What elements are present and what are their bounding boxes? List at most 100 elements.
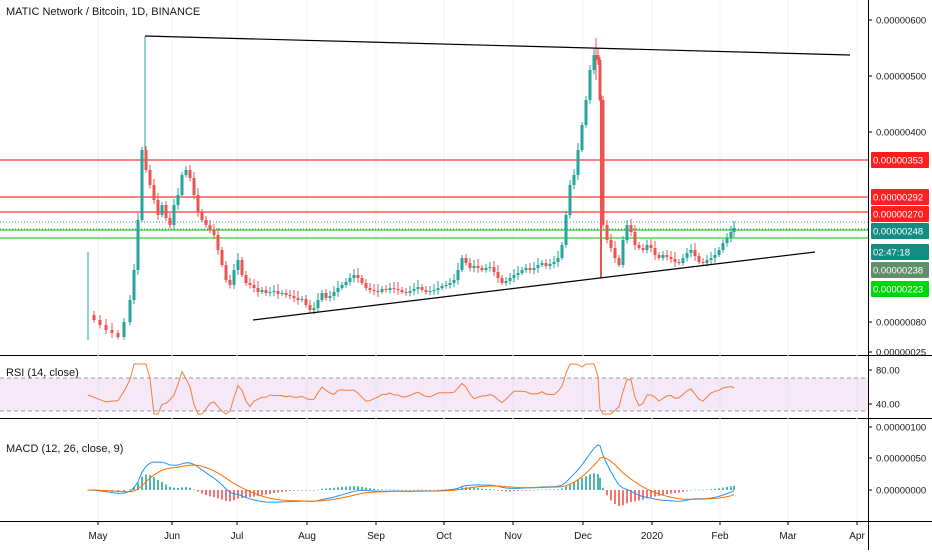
candle-body xyxy=(657,255,661,258)
candle-body xyxy=(392,288,396,289)
macd-histogram-bar xyxy=(333,487,335,490)
macd-histogram-bar xyxy=(357,486,359,490)
macd-histogram-bar xyxy=(361,486,363,490)
macd-histogram-bar xyxy=(189,487,191,490)
candle-body xyxy=(625,225,629,240)
candle-body xyxy=(332,292,336,296)
macd-histogram-bar xyxy=(289,490,291,491)
macd-histogram-bar xyxy=(599,477,601,490)
macd-histogram-bar xyxy=(642,490,644,500)
macd-histogram-bar xyxy=(373,488,375,490)
macd-histogram-bar xyxy=(285,490,287,492)
candle-body xyxy=(260,290,264,292)
macd-histogram-bar xyxy=(425,489,427,491)
macd-histogram-bar xyxy=(473,487,475,490)
macd-histogram-bar xyxy=(541,489,543,491)
candle-body xyxy=(192,178,196,195)
candle-body xyxy=(168,218,172,225)
rsi-tick-label: 80.00 xyxy=(876,366,900,377)
macd-line xyxy=(87,444,735,503)
macd-tick-label: 0.00000050 xyxy=(876,454,926,465)
candle-body xyxy=(232,270,236,285)
macd-histogram-bar xyxy=(177,487,179,490)
candle-body xyxy=(508,278,512,281)
macd-histogram-bar xyxy=(585,476,587,490)
candle-body xyxy=(98,320,102,325)
macd-histogram-bar xyxy=(730,486,732,490)
macd-histogram-bar xyxy=(249,490,251,498)
macd-indicator-label[interactable]: MACD (12, 26, close, 9) xyxy=(6,443,124,455)
macd-histogram-bar xyxy=(169,486,171,490)
price-tag: 0.00000270 xyxy=(871,206,929,222)
candle-body xyxy=(460,258,464,270)
macd-histogram-bar xyxy=(606,490,608,496)
time-axis-label: Apr xyxy=(849,531,865,542)
candle-body xyxy=(372,290,376,291)
macd-histogram-bar xyxy=(694,489,696,491)
macd-histogram-bar xyxy=(393,489,395,491)
macd-histogram-bar xyxy=(690,489,692,491)
macd-tick-label: 0.00000000 xyxy=(876,486,926,497)
macd-tick-label: 0.00000100 xyxy=(876,423,926,434)
macd-histogram-bar xyxy=(686,490,688,491)
macd-histogram-bar xyxy=(209,490,211,497)
candle-body xyxy=(324,293,328,298)
macd-histogram-bar xyxy=(602,487,604,490)
time-axis-label: Feb xyxy=(711,531,729,542)
candle-body xyxy=(645,245,649,250)
macd-histogram-bar xyxy=(733,485,735,490)
macd-histogram-bar xyxy=(269,490,271,494)
macd-histogram-bar xyxy=(581,478,583,490)
macd-histogram-bar xyxy=(630,490,632,503)
macd-histogram-bar xyxy=(329,488,331,490)
price-tag: 02:47:18 xyxy=(871,244,929,260)
macd-histogram-bar xyxy=(658,490,660,496)
macd-histogram-bar xyxy=(489,489,491,490)
macd-histogram-bar xyxy=(293,490,295,491)
macd-histogram-bar xyxy=(201,490,203,494)
candle-body xyxy=(344,282,348,285)
macd-histogram-bar xyxy=(650,490,652,498)
candle-body xyxy=(224,265,228,280)
macd-histogram-bar xyxy=(385,489,387,491)
candle-body xyxy=(320,293,324,300)
candle-body xyxy=(689,250,693,253)
candle-body xyxy=(524,268,528,270)
candle-body xyxy=(705,260,709,263)
price-tag-background xyxy=(871,152,929,168)
macd-histogram-bar xyxy=(321,488,323,490)
macd-histogram-bar xyxy=(401,489,403,491)
macd-histogram-bar xyxy=(662,490,664,496)
time-axis-label: 2020 xyxy=(641,531,664,542)
macd-histogram-bar xyxy=(161,481,163,490)
candle-body xyxy=(328,296,332,298)
macd-histogram-bar xyxy=(469,487,471,490)
candle-body xyxy=(424,290,428,292)
macd-histogram-bar xyxy=(301,490,303,491)
candle-body xyxy=(396,289,400,290)
candle-body xyxy=(444,285,448,286)
macd-histogram-bar xyxy=(714,488,716,490)
rsi-indicator-label[interactable]: RSI (14, close) xyxy=(6,367,79,379)
price-tick-label: 0.00000500 xyxy=(876,72,926,83)
macd-histogram-bar xyxy=(589,474,591,490)
candle-body xyxy=(540,263,544,265)
candle-body xyxy=(248,283,252,285)
symbol-title[interactable]: MATIC Network / Bitcoin, 1D, BINANCE xyxy=(6,6,201,18)
candle-body xyxy=(110,330,114,333)
macd-histogram-bar xyxy=(509,490,511,492)
candle-body xyxy=(240,260,244,275)
candle-body xyxy=(428,291,432,292)
candle-body xyxy=(412,289,416,291)
candle-body xyxy=(528,268,532,270)
macd-histogram-bar xyxy=(726,486,728,490)
candle-body xyxy=(164,205,168,218)
candle-body xyxy=(160,205,164,215)
candle-body xyxy=(308,305,312,310)
candle-body xyxy=(136,220,140,270)
macd-histogram xyxy=(87,473,735,507)
macd-histogram-bar xyxy=(317,489,319,491)
time-axis-label: Sep xyxy=(367,531,385,542)
